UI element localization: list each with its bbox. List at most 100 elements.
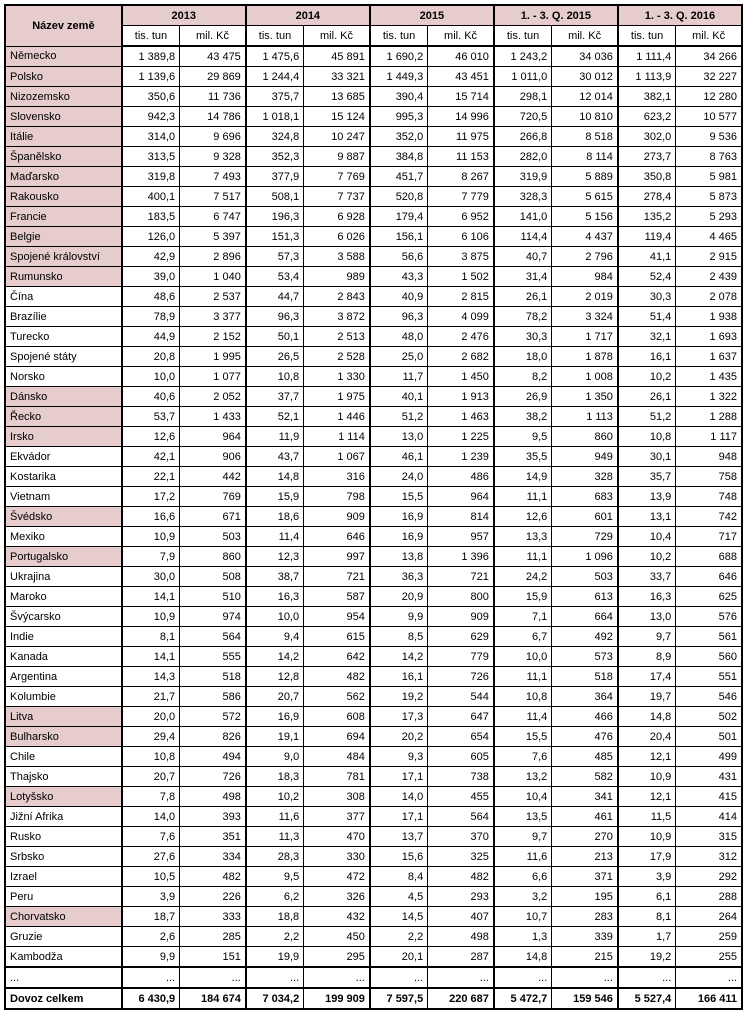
value-cell: 53,7 bbox=[122, 407, 180, 427]
country-cell: Mexiko bbox=[5, 527, 122, 547]
value-cell: 266,8 bbox=[494, 127, 552, 147]
country-cell: Bulharsko bbox=[5, 727, 122, 747]
value-cell: 623,2 bbox=[618, 107, 676, 127]
value-cell: 14,0 bbox=[122, 807, 180, 827]
table-row: Itálie314,09 696324,810 247352,011 97526… bbox=[5, 127, 742, 147]
value-cell: 151,3 bbox=[246, 227, 304, 247]
table-row: Dánsko40,62 05237,71 97540,11 91326,91 3… bbox=[5, 387, 742, 407]
value-cell: 964 bbox=[428, 487, 494, 507]
value-cell: 316 bbox=[304, 467, 370, 487]
value-cell: 748 bbox=[676, 487, 742, 507]
value-cell: 1 113 bbox=[552, 407, 618, 427]
value-cell: 14,3 bbox=[122, 667, 180, 687]
value-cell: 758 bbox=[676, 467, 742, 487]
value-cell: 220 687 bbox=[428, 988, 494, 1009]
value-cell: 292 bbox=[676, 867, 742, 887]
value-cell: 3,2 bbox=[494, 887, 552, 907]
value-cell: 646 bbox=[676, 567, 742, 587]
value-cell: 1 243,2 bbox=[494, 46, 552, 67]
table-row: ................................. bbox=[5, 967, 742, 988]
value-cell: 494 bbox=[180, 747, 246, 767]
value-cell: 974 bbox=[180, 607, 246, 627]
value-cell: ... bbox=[552, 967, 618, 988]
value-cell: 46 010 bbox=[428, 46, 494, 67]
value-cell: 20,8 bbox=[122, 347, 180, 367]
country-cell: Maďarsko bbox=[5, 167, 122, 187]
value-cell: 33 321 bbox=[304, 67, 370, 87]
value-cell: 15 714 bbox=[428, 87, 494, 107]
value-cell: ... bbox=[428, 967, 494, 988]
value-cell: 1 396 bbox=[428, 547, 494, 567]
country-cell: Itálie bbox=[5, 127, 122, 147]
value-cell: 16,1 bbox=[370, 667, 428, 687]
value-cell: 470 bbox=[304, 827, 370, 847]
value-cell: 30,3 bbox=[618, 287, 676, 307]
value-cell: 215 bbox=[552, 947, 618, 968]
value-cell: 560 bbox=[676, 647, 742, 667]
value-cell: 43 451 bbox=[428, 67, 494, 87]
value-cell: ... bbox=[370, 967, 428, 988]
value-cell: 114,4 bbox=[494, 227, 552, 247]
value-cell: 1 693 bbox=[676, 327, 742, 347]
value-cell: 370 bbox=[428, 827, 494, 847]
header-q2015: 1. - 3. Q. 2015 bbox=[494, 5, 618, 26]
value-cell: 32 227 bbox=[676, 67, 742, 87]
value-cell: 37,7 bbox=[246, 387, 304, 407]
value-cell: 720,5 bbox=[494, 107, 552, 127]
value-cell: 48,6 bbox=[122, 287, 180, 307]
value-cell: 664 bbox=[552, 607, 618, 627]
value-cell: 11,3 bbox=[246, 827, 304, 847]
country-cell: Spojené království bbox=[5, 247, 122, 267]
value-cell: 582 bbox=[552, 767, 618, 787]
value-cell: 6,6 bbox=[494, 867, 552, 887]
value-cell: 484 bbox=[304, 747, 370, 767]
value-cell: 769 bbox=[180, 487, 246, 507]
table-row: Maďarsko319,87 493377,97 769451,78 26731… bbox=[5, 167, 742, 187]
value-cell: 1 018,1 bbox=[246, 107, 304, 127]
import-table: Název země 2013 2014 2015 1. - 3. Q. 201… bbox=[4, 4, 743, 1010]
country-cell: Nizozemsko bbox=[5, 87, 122, 107]
value-cell: 41,1 bbox=[618, 247, 676, 267]
value-cell: 319,9 bbox=[494, 167, 552, 187]
country-cell: ... bbox=[5, 967, 122, 988]
value-cell: 948 bbox=[676, 447, 742, 467]
value-cell: 8,1 bbox=[122, 627, 180, 647]
table-body: Německo1 389,843 4751 475,645 8911 690,2… bbox=[5, 46, 742, 1009]
value-cell: 1 690,2 bbox=[370, 46, 428, 67]
table-header: Název země 2013 2014 2015 1. - 3. Q. 201… bbox=[5, 5, 742, 46]
value-cell: 20,4 bbox=[618, 727, 676, 747]
value-cell: 4 099 bbox=[428, 307, 494, 327]
value-cell: 781 bbox=[304, 767, 370, 787]
value-cell: 39,0 bbox=[122, 267, 180, 287]
value-cell: 9 536 bbox=[676, 127, 742, 147]
value-cell: 371 bbox=[552, 867, 618, 887]
value-cell: 615 bbox=[304, 627, 370, 647]
value-cell: 432 bbox=[304, 907, 370, 927]
value-cell: 647 bbox=[428, 707, 494, 727]
table-row: Izrael10,54829,54728,44826,63713,9292 bbox=[5, 867, 742, 887]
table-row: Jižní Afrika14,039311,637717,156413,5461… bbox=[5, 807, 742, 827]
value-cell: 20,7 bbox=[246, 687, 304, 707]
value-cell: 2 052 bbox=[180, 387, 246, 407]
value-cell: 9,5 bbox=[246, 867, 304, 887]
value-cell: 35,5 bbox=[494, 447, 552, 467]
value-cell: 2,6 bbox=[122, 927, 180, 947]
value-cell: 1 446 bbox=[304, 407, 370, 427]
table-row: Vietnam17,276915,979815,596411,168313,97… bbox=[5, 487, 742, 507]
value-cell: 334 bbox=[180, 847, 246, 867]
table-row: Norsko10,01 07710,81 33011,71 4508,21 00… bbox=[5, 367, 742, 387]
value-cell: 4 465 bbox=[676, 227, 742, 247]
value-cell: 308 bbox=[304, 787, 370, 807]
value-cell: 10,2 bbox=[246, 787, 304, 807]
table-row: Thajsko20,772618,378117,173813,258210,94… bbox=[5, 767, 742, 787]
value-cell: 1 463 bbox=[428, 407, 494, 427]
value-cell: 11,4 bbox=[494, 707, 552, 727]
country-cell: Spojené státy bbox=[5, 347, 122, 367]
value-cell: 5 615 bbox=[552, 187, 618, 207]
value-cell: 4,5 bbox=[370, 887, 428, 907]
value-cell: 19,1 bbox=[246, 727, 304, 747]
country-cell: Dánsko bbox=[5, 387, 122, 407]
value-cell: 270 bbox=[552, 827, 618, 847]
value-cell: 472 bbox=[304, 867, 370, 887]
value-cell: 14,2 bbox=[370, 647, 428, 667]
